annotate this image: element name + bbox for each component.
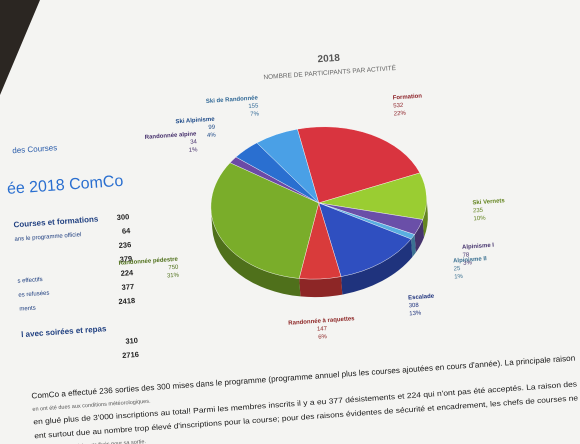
slice-value: 308	[409, 303, 420, 310]
slice-value: 750	[168, 265, 179, 272]
slice-percent: 22%	[394, 111, 407, 118]
row-value: 64	[122, 226, 132, 236]
row-label: ments	[19, 306, 36, 313]
slice-percent: 1%	[189, 147, 199, 154]
row-value: 310	[125, 336, 138, 346]
row-value: 236	[118, 240, 131, 250]
slice-percent: 7%	[250, 111, 260, 118]
row-value: 224	[120, 268, 134, 278]
slice-percent: 31%	[167, 273, 180, 280]
page: {"chart_data": {"type": "pie", "title": …	[0, 0, 580, 444]
row-value: 2716	[122, 350, 139, 360]
chart-title: 2018	[317, 53, 340, 66]
slice-value: 155	[248, 103, 259, 110]
slice-percent: 10%	[473, 216, 486, 223]
slice-value: 532	[393, 103, 404, 110]
photo: des Courses ée 2018 ComCo Courses et for…	[0, 0, 580, 444]
slice-value: 34	[190, 139, 198, 145]
slice-value: 25	[453, 266, 461, 272]
slice-value: 147	[317, 326, 328, 333]
slice-percent: 13%	[409, 311, 422, 318]
slice-value: 235	[473, 208, 484, 215]
row-value: 2418	[118, 296, 135, 306]
row-value: 377	[121, 282, 134, 292]
slice-percent: 4%	[207, 133, 217, 140]
slice-percent: 6%	[318, 334, 328, 341]
slice-value: 99	[208, 125, 216, 131]
slice-percent: 1%	[454, 274, 464, 281]
row-value: 300	[116, 212, 129, 222]
